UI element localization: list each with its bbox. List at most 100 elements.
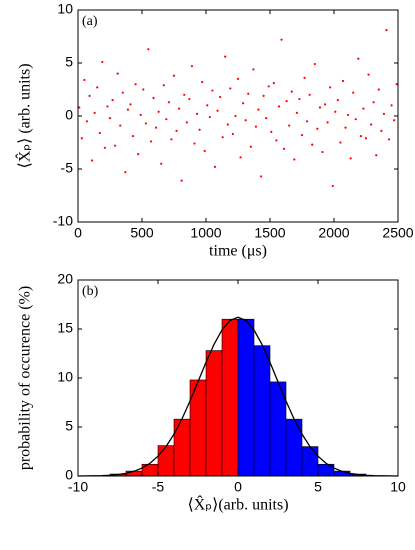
point — [380, 129, 383, 132]
point — [247, 92, 250, 95]
point — [103, 146, 106, 149]
point — [119, 124, 122, 127]
point — [193, 142, 196, 145]
point — [367, 73, 370, 76]
point — [329, 86, 332, 89]
y-axis-label: probability of occurence (%) — [17, 286, 34, 470]
point — [267, 85, 270, 88]
point — [270, 130, 273, 133]
point — [139, 113, 142, 117]
point — [170, 138, 173, 141]
point — [129, 103, 132, 106]
x-tick-label: 0 — [234, 479, 242, 495]
point — [252, 68, 255, 71]
bar — [221, 318, 239, 477]
point — [372, 101, 375, 104]
point — [85, 120, 89, 123]
point — [206, 104, 209, 107]
x-tick-label: 1500 — [254, 225, 285, 241]
point — [277, 105, 281, 108]
point — [121, 91, 124, 94]
bar — [253, 345, 271, 477]
point — [101, 60, 104, 64]
point — [201, 80, 204, 84]
y-tick-label: 20 — [57, 271, 73, 287]
point — [137, 153, 140, 156]
x-tick-label: 2000 — [318, 225, 349, 241]
y-tick-label: -10 — [53, 213, 73, 229]
point — [149, 140, 153, 143]
point — [318, 106, 322, 109]
point — [393, 119, 396, 122]
point — [249, 145, 252, 148]
x-tick-label: 5 — [314, 479, 322, 495]
point — [323, 103, 327, 106]
point — [239, 156, 242, 159]
point — [236, 77, 240, 80]
point — [116, 72, 119, 75]
point — [308, 93, 311, 96]
point — [224, 55, 227, 58]
bar — [285, 418, 303, 477]
point — [198, 128, 201, 131]
point — [208, 115, 211, 119]
point — [211, 89, 214, 92]
axes-box — [77, 9, 399, 223]
x-tick-label: 10 — [390, 479, 406, 495]
point — [157, 110, 160, 113]
x-tick-label: 2500 — [382, 225, 413, 241]
y-tick-label: 10 — [57, 1, 73, 17]
point — [316, 127, 319, 130]
bar — [157, 445, 175, 477]
point — [385, 29, 388, 32]
point — [231, 132, 234, 136]
point — [331, 184, 334, 188]
point — [195, 112, 199, 115]
point — [341, 79, 345, 83]
x-axis-label: time (μs) — [209, 243, 267, 260]
point — [242, 102, 245, 105]
point — [272, 82, 275, 85]
point — [346, 113, 350, 117]
y-axis-label: ⟨X̂ₚ⟩ (arb. units) — [15, 63, 34, 168]
y-tick-label: 15 — [57, 320, 73, 336]
point — [134, 83, 137, 86]
point — [377, 88, 380, 91]
point — [226, 123, 229, 126]
point — [78, 106, 81, 109]
point — [111, 99, 114, 102]
point — [88, 94, 91, 97]
point — [142, 88, 145, 91]
x-tick-label: 1000 — [190, 225, 221, 241]
point — [213, 165, 217, 168]
point — [98, 131, 101, 135]
point — [257, 108, 260, 111]
point — [339, 141, 342, 144]
point — [352, 91, 355, 94]
point — [221, 136, 224, 139]
bar — [301, 446, 319, 477]
point — [144, 122, 147, 125]
point — [364, 137, 368, 140]
point — [321, 150, 324, 154]
y-tick-label: 5 — [65, 418, 73, 434]
point — [370, 123, 373, 126]
x-tick-label: -10 — [68, 479, 88, 495]
point — [124, 171, 127, 174]
bar — [237, 318, 255, 477]
point — [349, 157, 352, 160]
point — [93, 111, 96, 114]
y-tick-label: 0 — [65, 107, 73, 123]
point — [344, 126, 347, 129]
point — [300, 133, 304, 137]
point — [90, 159, 94, 162]
x-tick-label: -5 — [152, 479, 165, 495]
point — [357, 57, 360, 60]
y-tick-label: 5 — [65, 54, 73, 70]
point — [188, 97, 191, 101]
point — [282, 147, 286, 150]
point — [106, 105, 109, 108]
point — [382, 112, 386, 115]
point — [326, 121, 329, 124]
point — [180, 179, 183, 182]
